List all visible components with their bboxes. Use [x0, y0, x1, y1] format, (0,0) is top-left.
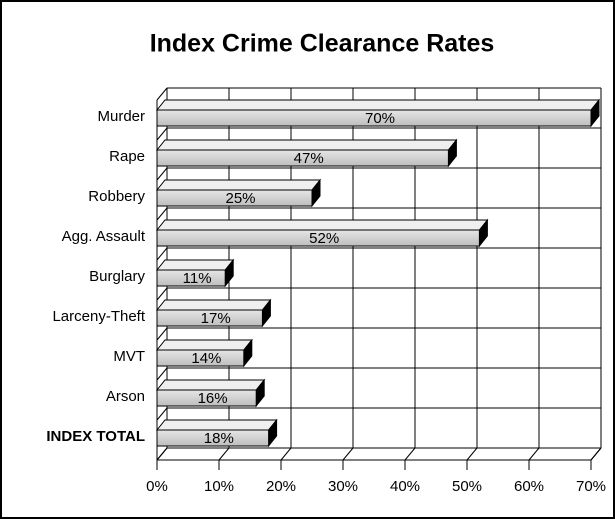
y-tick-label: Rape: [109, 148, 145, 165]
y-tick-label: Burglary: [89, 268, 145, 285]
bar: [156, 149, 449, 167]
floor-line: [404, 447, 416, 461]
y-tick-label: Robbery: [88, 188, 145, 205]
data-label: 25%: [225, 190, 255, 207]
y-tick-label: Larceny-Theft: [52, 308, 145, 325]
x-tick-label: 70%: [576, 478, 606, 495]
y-tick-label: Murder: [97, 108, 145, 125]
data-label: 18%: [204, 430, 234, 447]
floor-line: [466, 447, 478, 461]
bar: [156, 349, 245, 367]
x-tick-label: 30%: [328, 478, 358, 495]
category-tick: [156, 207, 168, 221]
bar-top: [155, 259, 235, 271]
x-tick-label: 50%: [452, 478, 482, 495]
category-tick: [156, 127, 168, 141]
category-tick: [156, 287, 168, 301]
data-label: 11%: [183, 270, 212, 287]
x-tick-label: 60%: [514, 478, 544, 495]
category-tick: [156, 327, 168, 341]
category-tick: [156, 167, 168, 181]
x-tick-label: 10%: [204, 478, 234, 495]
bar-top: [155, 299, 272, 311]
bar-top: [155, 219, 489, 231]
bar-top: [155, 339, 253, 351]
floor-line: [342, 447, 354, 461]
chart-title: Index Crime Clearance Rates: [150, 30, 495, 58]
y-tick-label: Agg. Assault: [62, 228, 146, 245]
data-label: 17%: [201, 310, 231, 327]
y-tick-label: Arson: [106, 388, 145, 405]
bar-top: [155, 99, 601, 111]
x-tick-label: 0%: [146, 478, 168, 495]
data-label: 14%: [191, 350, 221, 367]
bar: [156, 109, 592, 127]
y-tick-label: INDEX TOTAL: [46, 428, 145, 445]
floor-line: [280, 447, 292, 461]
data-label: 70%: [365, 110, 395, 127]
floor-line: [528, 447, 540, 461]
bar: [156, 189, 313, 207]
x-tick-label: 20%: [266, 478, 296, 495]
bar: [156, 429, 270, 447]
bar: [156, 389, 257, 407]
floor-line: [590, 447, 602, 461]
y-tick-label: MVT: [113, 348, 145, 365]
data-label: 16%: [198, 390, 228, 407]
data-label: 47%: [294, 150, 324, 167]
bar: [156, 309, 263, 327]
category-tick: [156, 87, 168, 101]
category-tick: [156, 367, 168, 381]
bar-top: [155, 179, 322, 191]
bar: [156, 229, 480, 247]
bar-top: [155, 419, 278, 431]
category-tick: [156, 247, 168, 261]
bar: [156, 269, 226, 287]
data-label: 52%: [309, 230, 339, 247]
x-tick-label: 40%: [390, 478, 420, 495]
category-tick: [156, 407, 168, 421]
bar-top: [155, 379, 266, 391]
bars: 70% 47% 25% 52% 11% 17% 14% 16% 18%: [155, 98, 601, 448]
floor-line: [218, 447, 230, 461]
floor-line: [156, 447, 168, 461]
bar-top: [155, 139, 458, 151]
